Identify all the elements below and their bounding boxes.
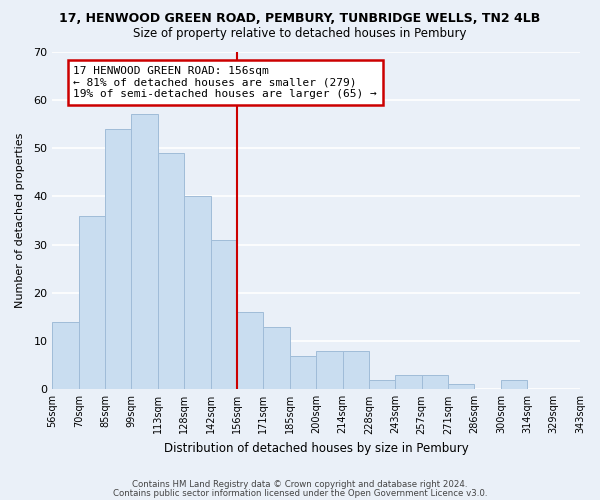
- Bar: [131, 114, 158, 390]
- Bar: [158, 153, 184, 390]
- Bar: [448, 384, 475, 390]
- Bar: [105, 128, 131, 390]
- Text: Contains public sector information licensed under the Open Government Licence v3: Contains public sector information licen…: [113, 489, 487, 498]
- Bar: [237, 312, 263, 390]
- Text: 17, HENWOOD GREEN ROAD, PEMBURY, TUNBRIDGE WELLS, TN2 4LB: 17, HENWOOD GREEN ROAD, PEMBURY, TUNBRID…: [59, 12, 541, 26]
- Bar: [79, 216, 105, 390]
- Bar: [369, 380, 395, 390]
- Text: 17 HENWOOD GREEN ROAD: 156sqm
← 81% of detached houses are smaller (279)
19% of : 17 HENWOOD GREEN ROAD: 156sqm ← 81% of d…: [73, 66, 377, 99]
- Y-axis label: Number of detached properties: Number of detached properties: [15, 132, 25, 308]
- Bar: [52, 322, 79, 390]
- Bar: [316, 350, 343, 390]
- Bar: [211, 240, 237, 390]
- Bar: [263, 326, 290, 390]
- Bar: [422, 375, 448, 390]
- Text: Contains HM Land Registry data © Crown copyright and database right 2024.: Contains HM Land Registry data © Crown c…: [132, 480, 468, 489]
- Bar: [184, 196, 211, 390]
- Bar: [395, 375, 422, 390]
- Bar: [290, 356, 316, 390]
- Bar: [343, 350, 369, 390]
- Text: Size of property relative to detached houses in Pembury: Size of property relative to detached ho…: [133, 28, 467, 40]
- X-axis label: Distribution of detached houses by size in Pembury: Distribution of detached houses by size …: [164, 442, 469, 455]
- Bar: [501, 380, 527, 390]
